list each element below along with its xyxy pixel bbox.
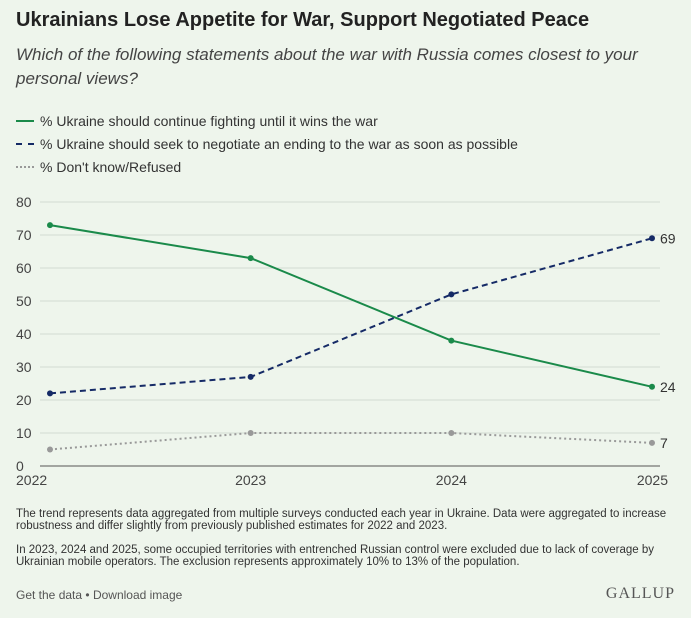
x-tick-label: 2022 bbox=[16, 472, 47, 488]
x-tick-label: 2023 bbox=[235, 472, 266, 488]
data-point bbox=[247, 373, 254, 380]
gallup-logo: GALLUP bbox=[605, 585, 675, 602]
y-tick-label: 60 bbox=[16, 260, 32, 276]
end-data-label: 7 bbox=[660, 435, 668, 451]
data-point bbox=[247, 430, 254, 436]
legend-item-negotiate: % Ukraine should seek to negotiate an en… bbox=[16, 132, 518, 155]
legend: % Ukraine should continue fighting until… bbox=[16, 109, 518, 178]
x-tick-label: 2024 bbox=[436, 472, 467, 488]
get-data-link[interactable]: Get the data bbox=[16, 588, 83, 602]
footnote-exclusion: In 2023, 2024 and 2025, some occupied te… bbox=[16, 544, 654, 568]
chart-subtitle: Which of the following statements about … bbox=[16, 45, 638, 88]
legend-swatch-negotiate bbox=[16, 142, 34, 145]
data-point bbox=[649, 235, 655, 242]
download-image-link[interactable]: Download image bbox=[92, 588, 183, 602]
line-chart: 0 10 20 30 40 50 60 70 80 2022 2023 2024 2025 24 69 7 bbox=[16, 194, 676, 488]
end-data-label: 24 bbox=[660, 379, 676, 395]
y-tick-label: 70 bbox=[16, 227, 32, 243]
footnote-aggregation: The trend represents data aggregated fro… bbox=[16, 508, 667, 532]
y-tick-label: 30 bbox=[16, 359, 32, 375]
series-line bbox=[49, 224, 653, 388]
data-point bbox=[247, 255, 254, 262]
data-point bbox=[47, 222, 53, 229]
link-separator: • bbox=[85, 588, 90, 602]
data-point bbox=[649, 383, 655, 390]
data-point bbox=[47, 446, 53, 453]
data-point bbox=[448, 430, 455, 436]
legend-label-fight: % Ukraine should continue fighting until… bbox=[40, 112, 378, 129]
data-point bbox=[448, 291, 455, 298]
series-line bbox=[49, 432, 653, 451]
legend-swatch-fight bbox=[16, 119, 34, 122]
data-point bbox=[649, 439, 655, 446]
y-tick-label: 20 bbox=[16, 392, 32, 408]
end-data-label: 69 bbox=[660, 230, 676, 246]
legend-label-dont-know: % Don't know/Refused bbox=[40, 158, 182, 175]
y-tick-label: 0 bbox=[16, 458, 24, 474]
footer-links: Get the data • Download image bbox=[16, 588, 182, 602]
legend-swatch-dont-know bbox=[16, 165, 34, 168]
series-line bbox=[49, 237, 653, 395]
legend-item-fight: % Ukraine should continue fighting until… bbox=[16, 109, 518, 132]
y-tick-label: 40 bbox=[16, 326, 32, 342]
chart-title: Ukrainians Lose Appetite for War, Suppor… bbox=[16, 9, 590, 31]
legend-item-dont-know: % Don't know/Refused bbox=[16, 155, 518, 178]
y-tick-label: 50 bbox=[16, 293, 32, 309]
x-tick-label: 2025 bbox=[637, 472, 668, 488]
y-tick-label: 80 bbox=[16, 194, 32, 210]
y-tick-label: 10 bbox=[16, 425, 32, 441]
data-point bbox=[448, 337, 455, 344]
legend-label-negotiate: % Ukraine should seek to negotiate an en… bbox=[40, 135, 518, 152]
data-point bbox=[47, 390, 53, 397]
